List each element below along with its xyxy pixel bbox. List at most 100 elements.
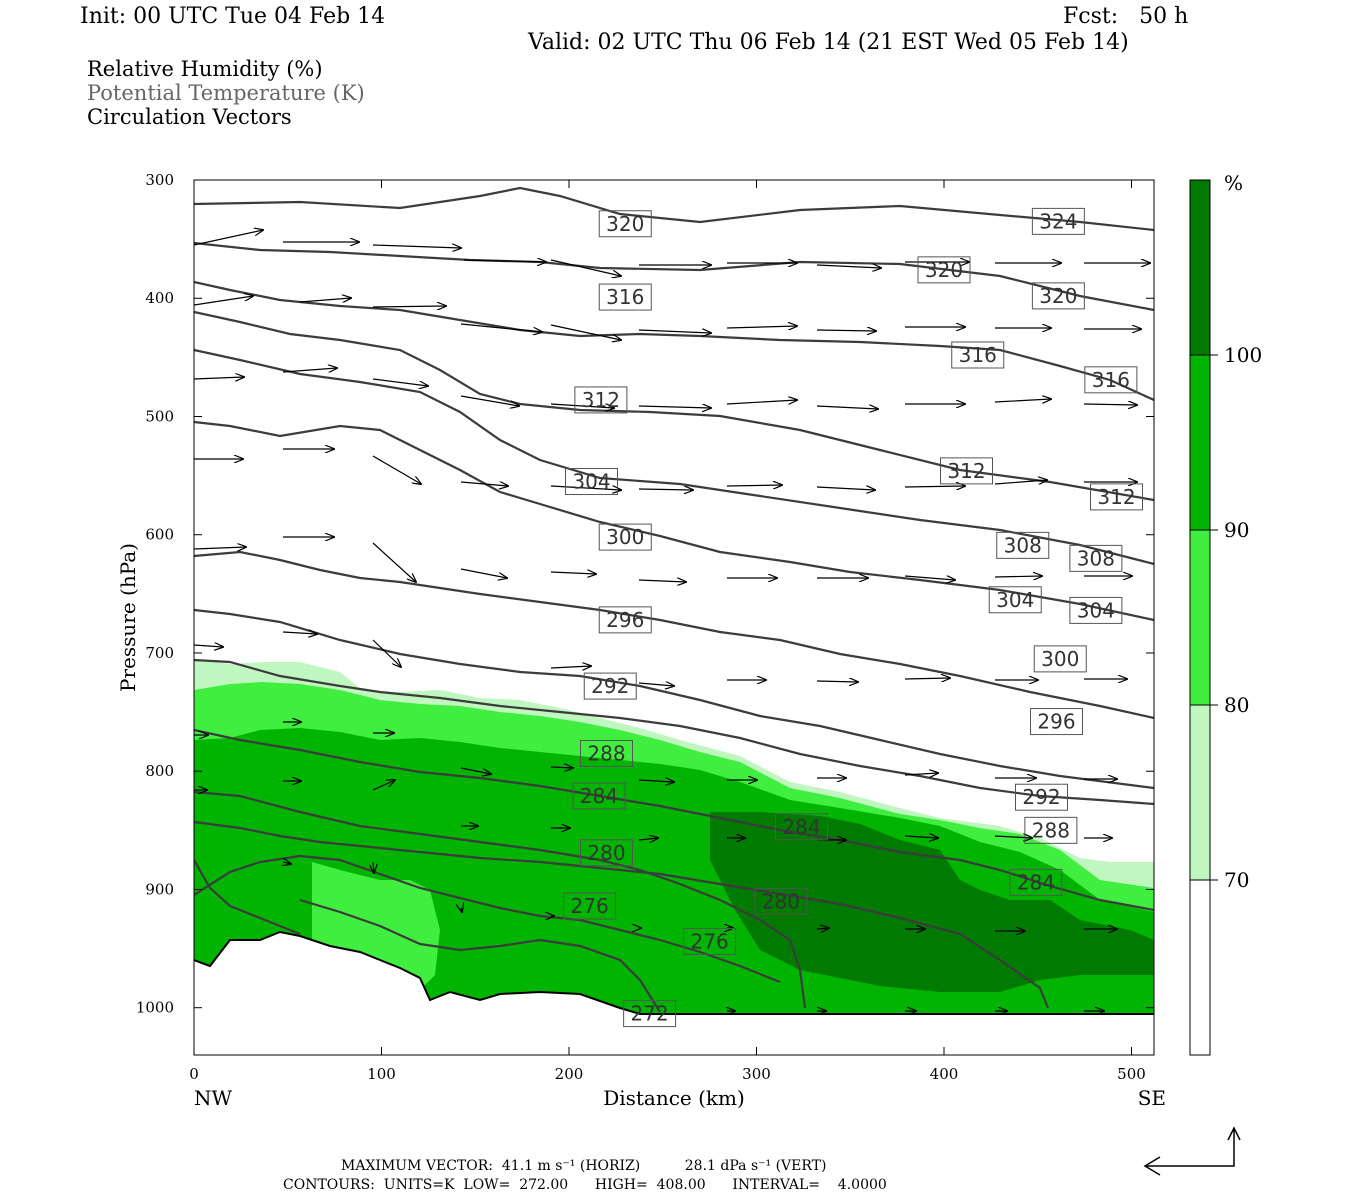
- theta-contour-line: [194, 608, 1154, 790]
- contour-label-box: [565, 468, 618, 496]
- colorbar-level-label: 80: [1224, 693, 1249, 717]
- contour-label: 312: [582, 388, 620, 412]
- contour-label: 276: [571, 894, 609, 918]
- contour-info: CONTOURS: UNITS=K LOW= 272.00 HIGH= 408.…: [283, 1177, 887, 1193]
- circulation-vector-arrow: [550, 403, 614, 408]
- circulation-vector-arrow: [550, 485, 621, 490]
- circulation-vector-arrow: [638, 489, 693, 490]
- circulation-vector-arrow: [904, 486, 965, 487]
- circulation-vector-arrow: [550, 259, 621, 276]
- circulation-vector-arrow: [194, 645, 223, 647]
- contour-label: 272: [631, 1002, 669, 1026]
- contour-label-box: [754, 887, 808, 915]
- circulation-vector-arrow: [460, 323, 542, 332]
- circulation-vector-arrow: [194, 377, 244, 379]
- contour-label-box: [1031, 282, 1085, 310]
- contour-label: 304: [996, 588, 1034, 612]
- contour-label: 284: [580, 784, 618, 808]
- y-tick-label: 300: [145, 171, 174, 189]
- contour-label-box: [598, 523, 652, 551]
- circulation-vector-arrow: [372, 542, 416, 582]
- theta-contour-line: [194, 280, 1154, 402]
- circulation-vector-arrow: [638, 838, 658, 840]
- y-tick-label: 700: [145, 644, 174, 662]
- contour-label-box: [1031, 207, 1085, 235]
- contour-label: 284: [1017, 870, 1055, 894]
- circulation-vector-arrow: [994, 576, 1042, 577]
- circulation-vector-arrow: [816, 928, 829, 929]
- circulation-vector-arrow: [816, 265, 881, 268]
- circulation-vector-arrow: [372, 306, 446, 307]
- theta-contour-line: [194, 854, 781, 984]
- contour-label-box: [1069, 596, 1123, 624]
- contour-label-box: [1090, 483, 1143, 511]
- y-tick-label: 1000: [136, 999, 174, 1017]
- contour-label-box: [988, 586, 1042, 614]
- contour-label: 316: [959, 343, 997, 367]
- contour-label: 300: [606, 525, 644, 549]
- y-tick-label: 800: [145, 762, 174, 780]
- contour-labels: 320 324 320 316 320 316 316 312 304 312 312 300 308 3…: [563, 207, 1143, 1028]
- circulation-vector-arrow: [372, 455, 421, 484]
- theta-contour-line: [194, 420, 1154, 622]
- forecast-hour: Fcst: 50 h: [1063, 4, 1189, 29]
- circulation-vector-arrow: [282, 632, 317, 634]
- y-tick-label: 400: [145, 289, 174, 307]
- contour-label-box: [598, 210, 652, 238]
- contour-label-box: [580, 839, 633, 867]
- contour-label-box: [563, 892, 617, 920]
- contour-label: 320: [925, 258, 963, 282]
- contour-label-box: [940, 457, 993, 485]
- theta-contour-line: [194, 241, 1154, 312]
- contour-label-box: [1015, 783, 1068, 811]
- valid-time: Valid: 02 UTC Thu 06 Feb 14 (21 EST Wed …: [528, 30, 1129, 55]
- contour-label: 320: [606, 212, 644, 236]
- circulation-vector-arrow: [460, 482, 508, 486]
- contour-label: 292: [591, 674, 629, 698]
- contour-label: 312: [1097, 485, 1135, 509]
- circulation-vector-arrow: [550, 767, 573, 768]
- contour-label-box: [598, 283, 652, 311]
- y-axis-label: Pressure (hPa): [116, 543, 140, 692]
- circulation-vector-arrow: [816, 487, 875, 490]
- colorbar-ticks: % 70 80 90 100: [1210, 171, 1262, 892]
- field-vectors-label: Circulation Vectors: [87, 105, 292, 129]
- circulation-vector-arrow: [816, 330, 876, 331]
- contour-label: 300: [1041, 647, 1079, 671]
- x-tick-label: 100: [367, 1065, 396, 1083]
- contour-label-box: [1069, 544, 1123, 572]
- circulation-vector-arrow: [461, 908, 462, 912]
- circulation-vector-arrow: [638, 580, 686, 582]
- x-tick-label: 0: [189, 1065, 199, 1083]
- theta-contour-line: [194, 859, 301, 936]
- contour-label: 280: [587, 841, 625, 865]
- circulation-vector-arrow: [372, 639, 401, 667]
- circulation-vector-arrow: [373, 861, 374, 873]
- contour-label: 276: [691, 929, 729, 953]
- contour-label: 308: [1077, 546, 1115, 570]
- circulation-vector-arrow: [638, 780, 674, 782]
- circulation-vector-arrow: [283, 862, 291, 864]
- theta-contours: [194, 186, 1154, 1013]
- contour-label: 296: [1037, 710, 1075, 734]
- x-tick-label: 200: [555, 1065, 584, 1083]
- circulation-vector-arrow: [282, 368, 337, 372]
- circulation-vector-arrow: [460, 395, 519, 406]
- contour-label-box: [775, 813, 828, 841]
- theta-contour-line: [194, 728, 1154, 912]
- colorbar-level-label: 90: [1224, 518, 1249, 542]
- contour-label: 320: [1039, 284, 1077, 308]
- contour-label: 304: [572, 470, 610, 494]
- circulation-vector-arrow: [816, 681, 858, 682]
- circulation-vector-arrow: [638, 683, 674, 686]
- circulation-vectors: [194, 230, 1150, 1011]
- circulation-vector-arrow: [194, 296, 253, 306]
- circulation-vector-arrow: [904, 836, 938, 838]
- circulation-vector-arrow: [299, 298, 351, 302]
- contour-label: 316: [1092, 368, 1130, 392]
- circulation-vector-arrow: [460, 568, 507, 578]
- contour-label-box: [1084, 366, 1138, 394]
- circulation-vector-arrow: [372, 780, 395, 791]
- x-tick-label: 300: [742, 1065, 771, 1083]
- theta-contour-line: [194, 790, 807, 1009]
